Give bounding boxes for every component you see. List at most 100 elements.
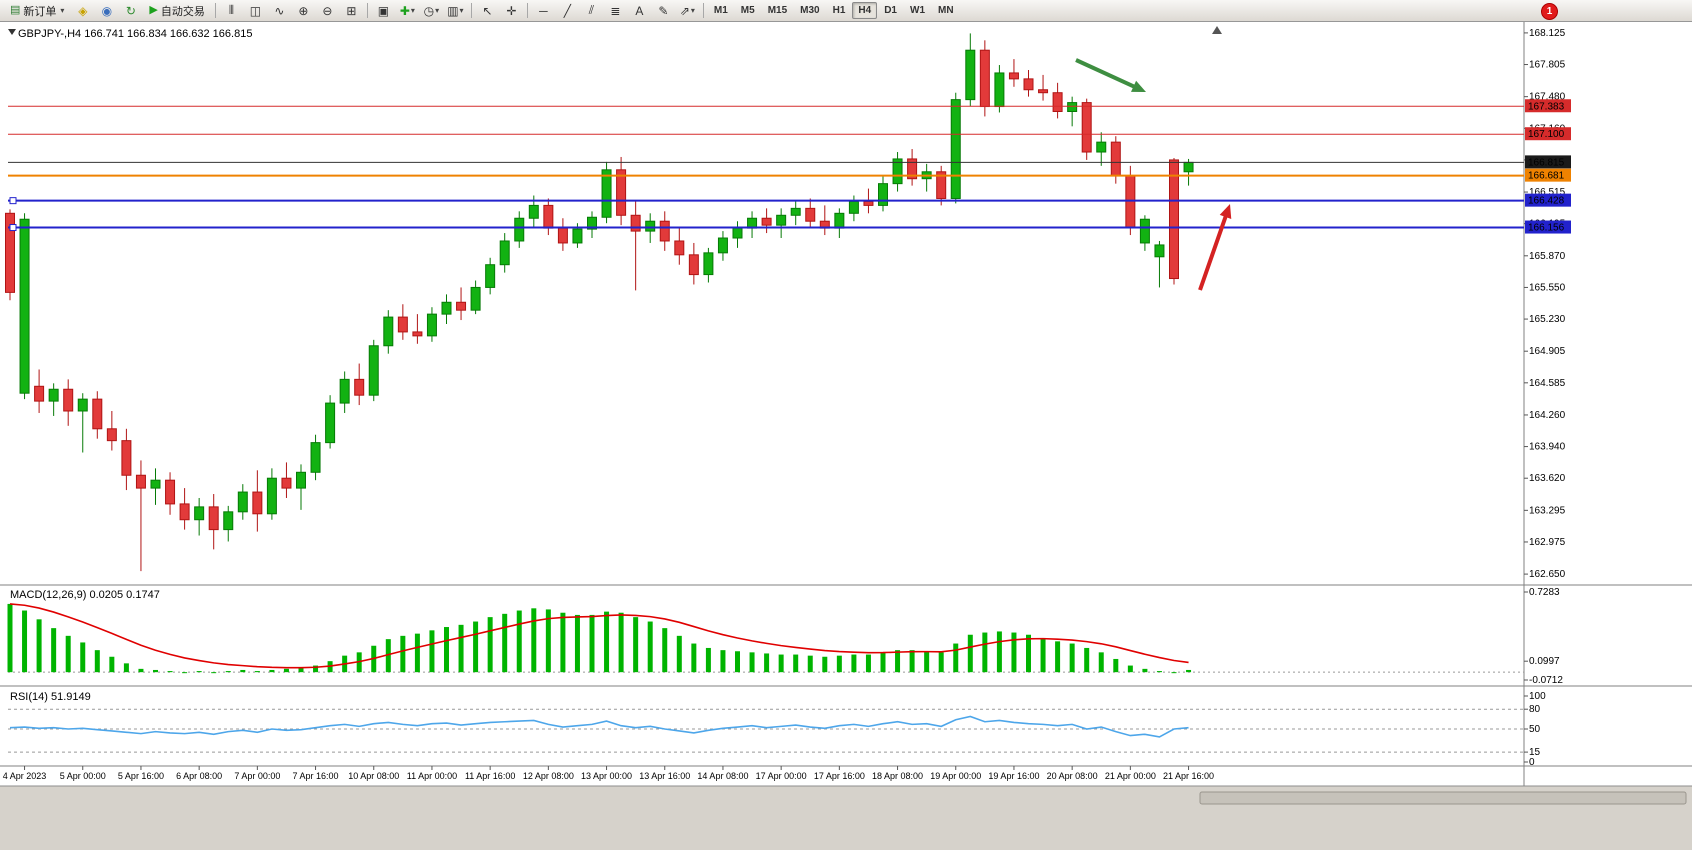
date-axis: 4 Apr 2023 5 Apr 00:00 5 Apr 16:00 6 Apr 08… xyxy=(3,766,1214,781)
channel-tool-icon[interactable]: ⫽ xyxy=(580,1,603,21)
trendline-tool-icon-glyph: ╱ xyxy=(563,3,571,18)
svg-text:17 Apr 16:00: 17 Apr 16:00 xyxy=(814,771,865,781)
horizontal-scrollbar-thumb[interactable] xyxy=(1199,791,1687,805)
green-down-arrow[interactable] xyxy=(1075,58,1139,91)
svg-text:7 Apr 16:00: 7 Apr 16:00 xyxy=(293,771,339,781)
text-tool-icon[interactable]: A xyxy=(628,1,651,21)
compass-icon[interactable]: ◈ xyxy=(71,1,94,21)
bar-chart-icon-glyph: ⫴ xyxy=(228,3,234,17)
svg-text:164.585: 164.585 xyxy=(1529,378,1566,389)
svg-text:20 Apr 08:00: 20 Apr 08:00 xyxy=(1047,771,1098,781)
new-order-button[interactable]: ▤ 新订单 ▾ xyxy=(4,1,70,21)
notification-badge[interactable]: 1 xyxy=(1541,3,1558,20)
rsi-panel: 100 80 50 150 xyxy=(8,691,1546,768)
svg-text:10 Apr 08:00: 10 Apr 08:00 xyxy=(348,771,399,781)
zoom-out-icon-glyph: ⊖ xyxy=(322,3,333,18)
line-chart-icon[interactable]: ∿ xyxy=(268,1,291,21)
caret-down-icon: ▾ xyxy=(410,6,415,15)
caret-down-icon: ▾ xyxy=(60,6,65,15)
cursor-icon[interactable]: ↖ xyxy=(476,1,499,21)
arrows-tool-icon-glyph: ⇗ xyxy=(679,3,690,18)
svg-text:21 Apr 00:00: 21 Apr 00:00 xyxy=(1105,771,1156,781)
svg-text:162.650: 162.650 xyxy=(1529,569,1566,580)
toolbar-separator xyxy=(470,3,472,18)
svg-text:19 Apr 16:00: 19 Apr 16:00 xyxy=(988,771,1039,781)
autotrade-button-label: 自动交易 xyxy=(160,5,205,18)
cursor-icon-glyph: ↖ xyxy=(482,3,493,18)
periods-icon[interactable]: ◷ ▾ xyxy=(420,1,443,21)
timeframe-d1[interactable]: D1 xyxy=(884,5,897,16)
refresh-icon-glyph: ↻ xyxy=(125,3,136,18)
crosshair-icon[interactable]: ✛ xyxy=(500,1,523,21)
templates-icon-glyph: ▥ xyxy=(447,3,459,18)
timeframe-m15[interactable]: M15 xyxy=(767,5,788,16)
candlestick-chart-icon[interactable]: ◫ xyxy=(244,1,267,21)
svg-text:166.815: 166.815 xyxy=(1528,157,1565,168)
compass-icon-glyph: ◈ xyxy=(78,3,88,18)
green-down-arrow-head xyxy=(1131,80,1146,92)
svg-text:12 Apr 08:00: 12 Apr 08:00 xyxy=(523,771,574,781)
tile-windows-icon[interactable]: ⊞ xyxy=(340,1,363,21)
svg-text:166.156: 166.156 xyxy=(1528,223,1565,234)
tile-windows-icon-glyph: ⊞ xyxy=(346,3,357,18)
svg-text:13 Apr 00:00: 13 Apr 00:00 xyxy=(581,771,632,781)
crosshair-icon-glyph: ✛ xyxy=(506,3,517,18)
profile-icon-glyph: ◉ xyxy=(101,3,113,18)
autotrade-button[interactable]: ▶ 自动交易 xyxy=(143,1,210,21)
bar-chart-icon[interactable]: ⫴ xyxy=(220,1,243,21)
line-handle[interactable] xyxy=(9,224,17,232)
svg-text:164.260: 164.260 xyxy=(1529,410,1566,421)
refresh-icon[interactable]: ↻ xyxy=(119,1,142,21)
label-tool-icon[interactable]: ✎ xyxy=(652,1,675,21)
svg-text:11 Apr 16:00: 11 Apr 16:00 xyxy=(465,771,515,781)
arrange-windows-icon-glyph: ▣ xyxy=(377,3,390,18)
hline-tool-icon-glyph: ─ xyxy=(539,3,548,18)
svg-text:0: 0 xyxy=(1529,757,1535,768)
svg-text:0.7283: 0.7283 xyxy=(1529,587,1560,598)
macd-panel: 0.7283 0.0997 -0.0712 xyxy=(7,587,1563,686)
one-click-trading-toggle-icon[interactable] xyxy=(8,29,16,35)
arrows-tool-icon[interactable]: ⇗ ▾ xyxy=(676,1,699,21)
fibonacci-tool-icon-glyph: ≣ xyxy=(610,3,621,18)
svg-text:168.125: 168.125 xyxy=(1529,28,1566,39)
arrange-windows-icon[interactable]: ▣ xyxy=(372,1,395,21)
toolbar-separator xyxy=(526,3,528,18)
svg-text:163.940: 163.940 xyxy=(1529,442,1566,453)
timeframe-h4[interactable]: H4 xyxy=(852,2,878,19)
timeframe-m5[interactable]: M5 xyxy=(740,5,755,16)
red-up-arrow[interactable] xyxy=(1198,211,1229,291)
hlines-layer[interactable]: 167.383 167.100 166.815 166.681 166.428 166.1… xyxy=(8,99,1571,234)
svg-text:167.383: 167.383 xyxy=(1528,101,1565,112)
svg-text:162.975: 162.975 xyxy=(1529,537,1566,548)
caret-down-icon: ▾ xyxy=(435,6,440,15)
svg-text:80: 80 xyxy=(1529,704,1541,715)
timeframe-w1[interactable]: W1 xyxy=(910,5,925,16)
zoom-out-icon[interactable]: ⊖ xyxy=(316,1,339,21)
text-tool-icon-glyph: A xyxy=(635,3,644,18)
indicators-icon[interactable]: ✚ ▾ xyxy=(396,1,419,21)
new-order-icon: ▤ xyxy=(10,4,21,16)
svg-text:5 Apr 16:00: 5 Apr 16:00 xyxy=(118,771,164,781)
timeframe-h1[interactable]: H1 xyxy=(832,5,846,16)
trendline-tool-icon[interactable]: ╱ xyxy=(556,1,579,21)
profile-icon[interactable]: ◉ xyxy=(95,1,118,21)
svg-text:166.428: 166.428 xyxy=(1528,196,1565,207)
timeframe-m1[interactable]: M1 xyxy=(713,5,728,16)
channel-tool-icon-glyph: ⫽ xyxy=(588,3,595,17)
chart-shift-marker-icon[interactable] xyxy=(1212,26,1222,34)
timeframe-mn[interactable]: MN xyxy=(938,5,954,16)
templates-icon[interactable]: ▥ ▾ xyxy=(444,1,467,21)
fibonacci-tool-icon[interactable]: ≣ xyxy=(604,1,627,21)
svg-text:0.0997: 0.0997 xyxy=(1529,656,1560,667)
timeframe-m30[interactable]: M30 xyxy=(800,5,820,16)
line-handle[interactable] xyxy=(9,197,17,205)
main-toolbar: ▤ 新订单 ▾ ◈ ◉ ↻ ▶ 自动交易 ⫴ ◫ ∿ ⊕ ⊖ ⊞ ▣ ✚ ▾ ◷ ▾ ▥ ▾ ↖ ✛ ─ ╱ ⫽ ≣ A ✎ ⇗ ▾ M1 M5… xyxy=(0,0,1692,22)
panel-frame xyxy=(0,22,1692,850)
svg-text:5 Apr 00:00: 5 Apr 00:00 xyxy=(60,771,106,781)
svg-text:15: 15 xyxy=(1529,747,1541,758)
hline-tool-icon[interactable]: ─ xyxy=(532,1,555,21)
toolbar-separator xyxy=(214,3,216,18)
zoom-in-icon[interactable]: ⊕ xyxy=(292,1,315,21)
